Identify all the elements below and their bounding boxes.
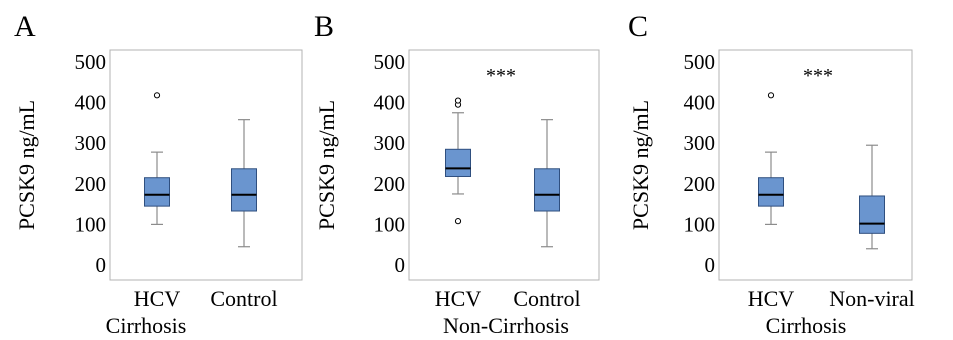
panel-letter: C — [628, 10, 648, 43]
y-tick-label: 200 — [75, 172, 107, 196]
y-axis-title: PCSK9 ng/mL — [628, 100, 653, 230]
y-tick-label: 300 — [75, 131, 107, 155]
iqr-box — [144, 177, 170, 207]
category-label: Non-viral — [829, 286, 915, 311]
y-tick-label: 100 — [684, 212, 716, 236]
y-tick-label: 500 — [75, 50, 107, 74]
y-tick-label: 0 — [705, 253, 716, 277]
y-tick-label: 100 — [75, 212, 107, 236]
y-tick-label: 0 — [96, 253, 107, 277]
box-control — [534, 119, 560, 248]
category-label: Control — [210, 286, 277, 311]
y-tick-label: 200 — [684, 172, 716, 196]
iqr-box — [231, 168, 257, 212]
y-tick-label: 200 — [374, 172, 406, 196]
panel-b: B PCSK9 ng/mL 0 100 200 300 400 500 HCV ControlNo… — [314, 10, 600, 338]
panel-c: C PCSK9 ng/mL 0 100 200 300 400 500 HCV Non-viral… — [628, 10, 915, 338]
category-label: HCV — [134, 286, 181, 311]
outlier-point — [767, 92, 775, 99]
panel-a: A PCSK9 ng/mL 0 100 200 300 400 500 HCV Control Ci… — [14, 10, 303, 338]
y-tick-label: 400 — [374, 91, 406, 115]
y-tick-label: 300 — [374, 131, 406, 155]
iqr-box — [859, 195, 885, 234]
significance-marker: *** — [803, 65, 833, 87]
plot-frame — [408, 49, 600, 281]
group-label: Cirrhosis — [106, 313, 187, 338]
outlier-point — [454, 218, 462, 225]
group-label: Cirrhosis — [766, 313, 847, 338]
box-non-viral — [859, 144, 885, 250]
panel-letter: B — [314, 10, 334, 43]
y-tick-label: 100 — [374, 212, 406, 236]
category-label: Control — [513, 286, 580, 311]
significance-marker: *** — [486, 65, 516, 87]
box-hcv — [758, 92, 784, 225]
y-tick-label: 300 — [684, 131, 716, 155]
y-axis-title: PCSK9 ng/mL — [314, 100, 339, 230]
box-hcv — [445, 97, 471, 225]
box-control — [231, 119, 257, 248]
group-label: Non-Cirrhosis — [443, 313, 569, 338]
y-tick-label: 500 — [374, 50, 406, 74]
category-label: HCV — [435, 286, 482, 311]
plot-frame — [718, 49, 913, 281]
y-tick-label: 400 — [75, 91, 107, 115]
panel-letter: A — [14, 10, 36, 43]
iqr-box — [445, 148, 471, 177]
iqr-box — [534, 168, 560, 212]
category-label: HCV — [748, 286, 795, 311]
y-tick-label: 400 — [684, 91, 716, 115]
y-tick-label: 500 — [684, 50, 716, 74]
y-tick-label: 0 — [395, 253, 406, 277]
outlier-point — [454, 97, 462, 104]
y-axis-title: PCSK9 ng/mL — [14, 100, 39, 230]
box-hcv — [144, 92, 170, 225]
iqr-box — [758, 177, 784, 207]
outlier-point — [153, 92, 161, 99]
plot-frame — [109, 49, 303, 281]
